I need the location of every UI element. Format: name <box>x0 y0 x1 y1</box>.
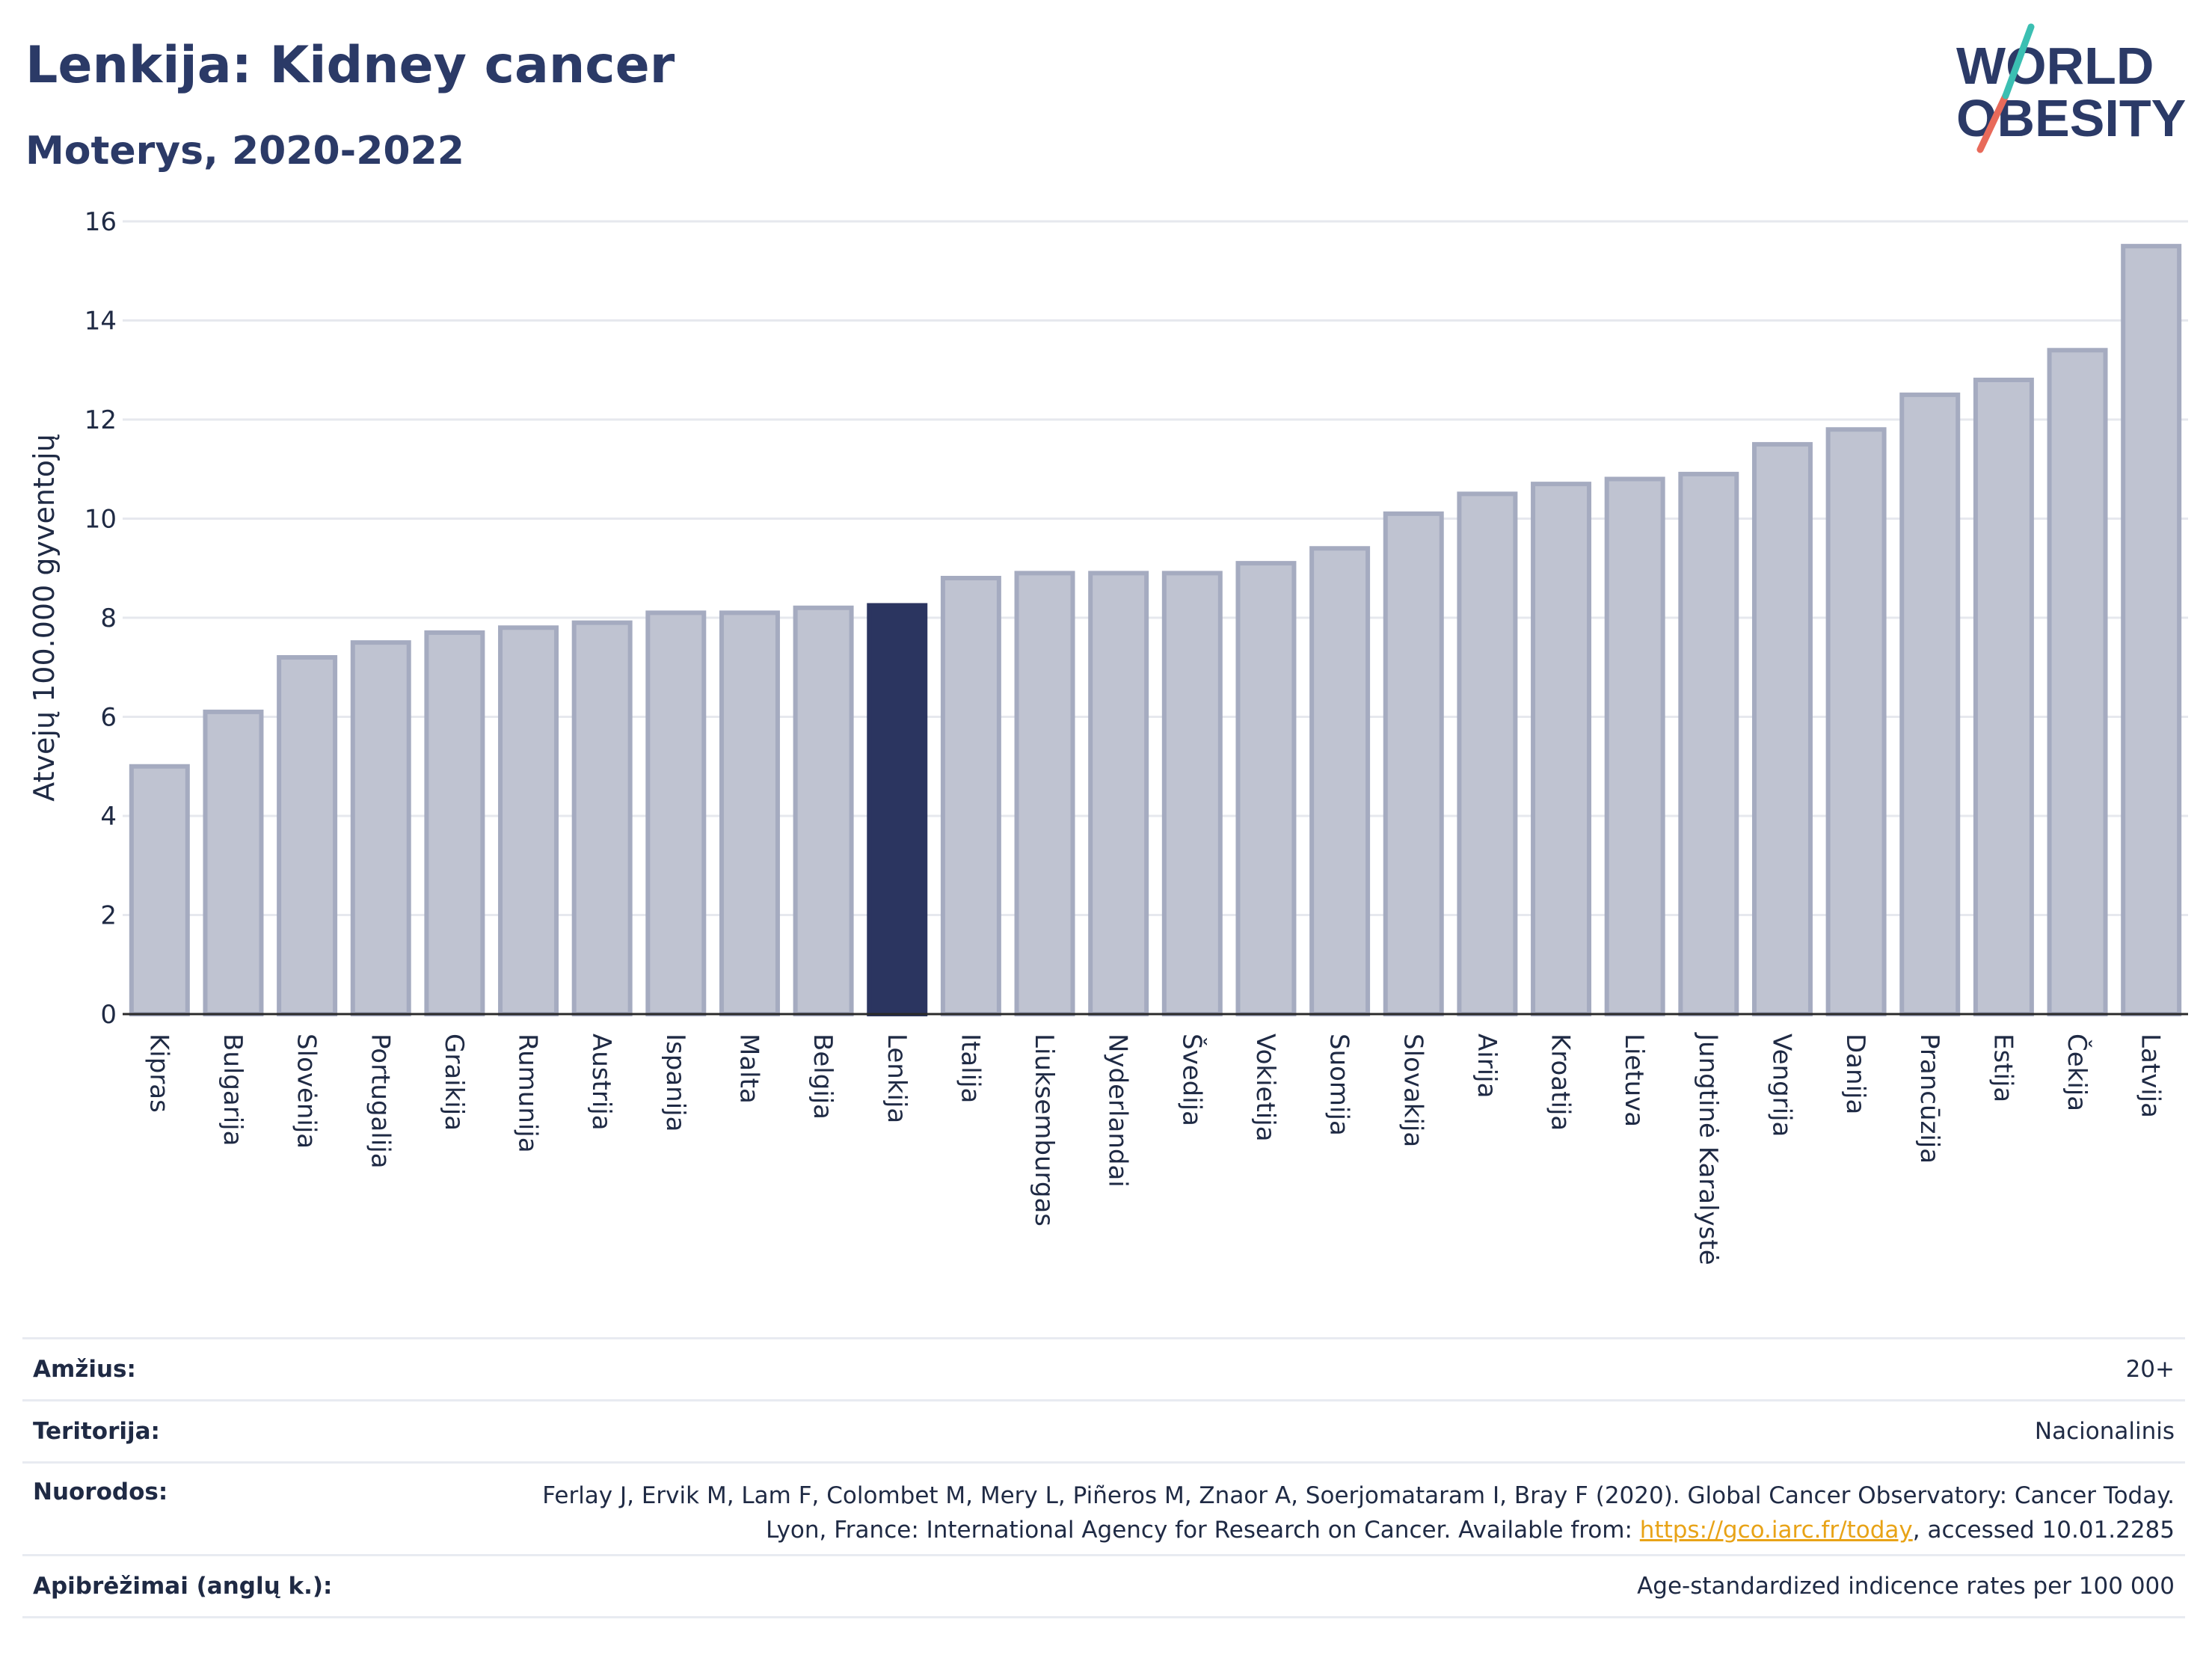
x-tick-label: Ispanija <box>660 1034 690 1132</box>
bar <box>424 630 485 1016</box>
x-tick-label: Italija <box>955 1034 985 1103</box>
info-row-territory: Teritorija: Nacionalinis <box>22 1399 2185 1461</box>
x-tick-label: Čekija <box>2062 1034 2092 1111</box>
x-tick-label: Portugalija <box>365 1034 395 1169</box>
y-tick-label: 10 <box>85 505 117 535</box>
y-tick-label: 8 <box>100 604 117 633</box>
bar <box>1161 571 1223 1016</box>
bar <box>1088 571 1149 1016</box>
x-tick-label: Bulgarija <box>218 1034 248 1146</box>
bar <box>571 620 633 1016</box>
x-tick-label: Latvija <box>2136 1034 2166 1118</box>
bar <box>1825 427 1887 1016</box>
y-tick-label: 0 <box>100 1000 117 1030</box>
x-tick-label: Slovėnija <box>292 1034 322 1149</box>
bar <box>645 610 707 1016</box>
x-tick-label: Malta <box>734 1034 764 1104</box>
bar <box>1383 511 1444 1016</box>
age-label: Amžius: <box>33 1356 136 1383</box>
x-tick-label: Vengrija <box>1766 1034 1796 1137</box>
bar <box>940 576 1001 1016</box>
x-tick-label: Danija <box>1840 1034 1870 1114</box>
x-tick-label: Nyderlandai <box>1103 1034 1133 1188</box>
bar-chart: 0 2 4 6 8 10 12 14 16 Atvejų 100.000 gyventojų Kip… <box>28 207 2188 1265</box>
x-tick-label: Švedija <box>1176 1034 1207 1126</box>
chart-title: Lenkija: Kidney cancer <box>25 36 675 95</box>
age-value: 20+ <box>2125 1356 2175 1383</box>
bar <box>2121 244 2182 1016</box>
y-tick-label: 2 <box>100 901 117 931</box>
bar <box>1751 442 1813 1016</box>
bar <box>1531 482 1592 1016</box>
bar <box>793 605 854 1016</box>
info-row-age: Amžius: 20+ <box>22 1337 2185 1399</box>
x-tick-label: Vokietija <box>1250 1034 1280 1142</box>
x-tick-label: Suomija <box>1324 1034 1354 1136</box>
x-tick-label: Lenkija <box>882 1034 912 1123</box>
x-tick-label: Belgija <box>808 1034 838 1120</box>
territory-value: Nacionalinis <box>2034 1418 2175 1445</box>
bar <box>1235 561 1297 1016</box>
x-tick-label: Austrija <box>586 1034 616 1131</box>
references-label: Nuorodos: <box>33 1479 168 1505</box>
x-tick-label: Kipras <box>144 1034 173 1113</box>
info-table: Amžius: 20+ Teritorija: Nacionalinis Nuo… <box>22 1337 2185 1618</box>
definitions-label: Apibrėžimai (anglų k.): <box>33 1573 333 1600</box>
x-tick-label: Lietuva <box>1619 1034 1649 1127</box>
logo-line1: WORLD <box>1956 37 2154 95</box>
y-tick-label: 12 <box>85 405 117 435</box>
bar <box>1014 571 1075 1016</box>
references-text-1: Ferlay J, Ervik M, Lam F, Colombet M, Me… <box>542 1482 2175 1544</box>
x-tick-label: Estija <box>1988 1034 2018 1102</box>
y-tick-label: 16 <box>85 207 117 237</box>
bar <box>203 709 264 1016</box>
references-link[interactable]: https://gco.iarc.fr/today <box>1639 1517 1913 1544</box>
y-axis-label: Atvejų 100.000 gyventojų <box>28 434 61 801</box>
world-obesity-logo: WORLD OBESITY <box>1956 23 2186 153</box>
info-row-references: Nuorodos: Ferlay J, Ervik M, Lam F, Colo… <box>22 1461 2185 1554</box>
bar <box>277 655 338 1016</box>
x-tick-label: Jungtinė Karalystė <box>1693 1032 1723 1265</box>
y-tick-label: 14 <box>85 307 117 337</box>
definitions-value: Age-standardized indicence rates per 100… <box>1637 1573 2175 1600</box>
y-tick-label: 4 <box>100 802 117 832</box>
references-value: Ferlay J, Ervik M, Lam F, Colombet M, Me… <box>529 1479 2175 1547</box>
bar <box>719 610 780 1016</box>
bar <box>2047 348 2108 1016</box>
territory-label: Teritorija: <box>33 1418 160 1445</box>
bar <box>129 764 190 1016</box>
references-text-2: , accessed 10.01.2285 <box>1912 1517 2175 1544</box>
x-tick-label: Airija <box>1472 1034 1502 1098</box>
x-tick-label: Rumunija <box>513 1034 543 1153</box>
logo-slash-red <box>1976 92 2009 153</box>
bar <box>1678 471 1739 1016</box>
bar <box>1457 491 1518 1016</box>
bar-highlight <box>867 603 928 1016</box>
bar <box>498 625 559 1016</box>
x-tick-label: Slovakija <box>1398 1034 1428 1147</box>
bar <box>1899 392 1961 1016</box>
x-tick-label: Prancūzija <box>1914 1034 1944 1164</box>
bar <box>1309 546 1371 1016</box>
x-tick-label: Liuksemburgas <box>1029 1034 1059 1226</box>
info-row-definitions: Apibrėžimai (anglų k.): Age-standardized… <box>22 1554 2185 1618</box>
logo-slash-teal <box>2002 23 2035 99</box>
bar <box>1973 378 2034 1016</box>
x-tick-label: Graikija <box>439 1034 469 1131</box>
y-tick-label: 6 <box>100 703 117 733</box>
chart-subtitle: Moterys, 2020-2022 <box>25 129 464 174</box>
bar <box>350 640 411 1016</box>
x-tick-label: Kroatija <box>1546 1034 1576 1131</box>
bar <box>1604 476 1665 1016</box>
